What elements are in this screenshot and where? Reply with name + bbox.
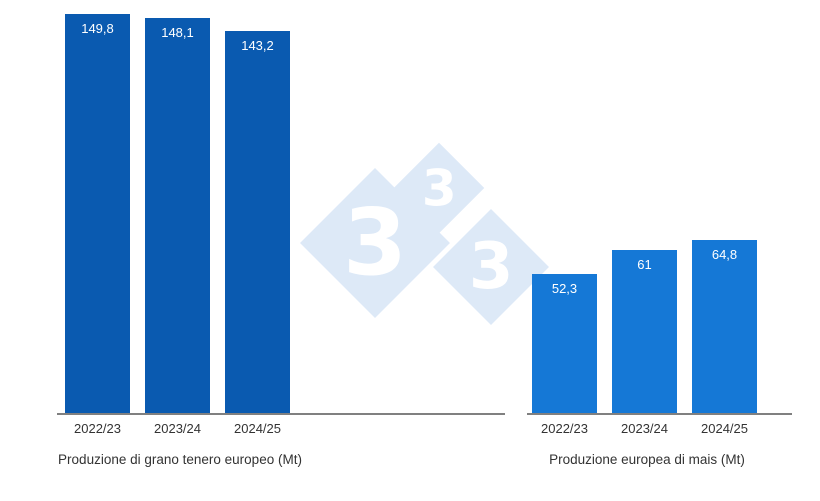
bar: 149,8 [65,14,130,413]
x-tick-label: 2023/24 [154,421,201,436]
wheat-production-chart: 149,8 148,1 143,2 2022/23 2023/24 2024/25 Pr… [57,13,505,467]
x-tick-label: 2024/25 [701,421,748,436]
x-tick-label: 2022/23 [74,421,121,436]
x-tick-label: 2024/25 [234,421,281,436]
chart-title: Produzione europea di mais (Mt) [549,452,745,467]
bar-value-label: 64,8 [711,247,738,262]
x-tick-label: 2022/23 [541,421,588,436]
x-tick-label: 2023/24 [621,421,668,436]
x-axis-line [57,413,505,415]
bar: 143,2 [225,31,290,413]
bar: 64,8 [692,240,757,413]
bar-value-label: 149,8 [81,21,114,36]
x-axis-line [527,413,792,415]
bar-value-label: 148,1 [161,25,194,40]
bar-value-label: 61 [637,257,652,272]
bar: 52,3 [532,274,597,413]
bar-value-label: 143,2 [241,38,274,53]
bar: 148,1 [145,18,210,413]
chart-title: Produzione di grano tenero europeo (Mt) [58,452,302,467]
bar-value-label: 52,3 [551,281,578,296]
maize-production-chart: 52,3 61 64,8 2022/23 2023/24 2024/25 Produzi… [527,13,792,467]
bar: 61 [612,250,677,413]
